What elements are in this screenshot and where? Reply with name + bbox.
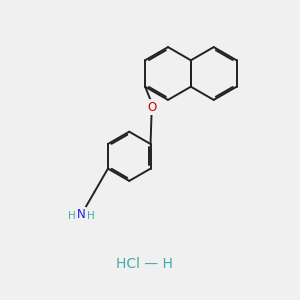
Text: H: H xyxy=(68,211,76,220)
Text: N: N xyxy=(77,208,86,220)
Text: H: H xyxy=(87,211,95,220)
Text: HCl — H: HCl — H xyxy=(116,257,172,271)
Text: O: O xyxy=(147,100,156,114)
